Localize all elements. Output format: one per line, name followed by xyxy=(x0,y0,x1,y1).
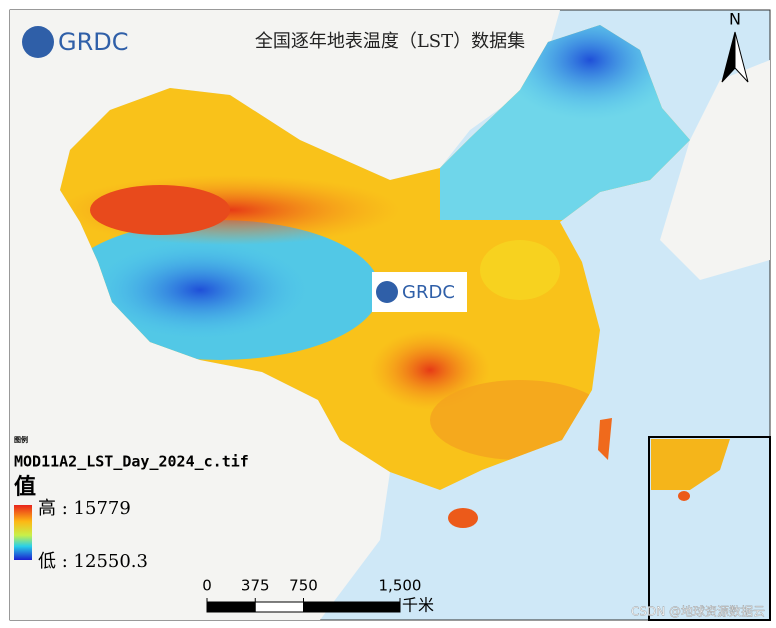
center-logo: GRDC xyxy=(402,282,455,303)
land-japan xyxy=(660,60,770,280)
map-title: 全国逐年地表温度（LST）数据集 xyxy=(255,31,525,52)
center-logo-icon xyxy=(376,281,398,303)
watermark: CSDN @地球资源数据云 xyxy=(631,604,765,619)
inset-land xyxy=(651,439,730,490)
scale-tick-label: 1,500 xyxy=(379,577,422,595)
taiwan xyxy=(598,418,612,460)
scale-segment xyxy=(206,601,256,613)
logo: GRDC xyxy=(58,28,129,56)
scale-segment xyxy=(254,601,304,613)
legend-ramp xyxy=(14,505,32,560)
scale-tick-label: 0 xyxy=(202,577,212,595)
scale-tick-label: 750 xyxy=(289,577,318,595)
legend-field: 值 xyxy=(14,474,36,500)
land-west xyxy=(10,10,560,620)
scale-segment xyxy=(303,601,401,613)
scale-tick-label: 375 xyxy=(241,577,270,595)
legend-heading: 图例 xyxy=(14,435,28,444)
legend-layer: MOD11A2_LST_Day_2024_c.tif xyxy=(14,453,249,471)
north-arrow xyxy=(734,31,749,83)
hainan xyxy=(448,508,478,528)
scale-unit: 千米 xyxy=(402,596,434,615)
legend-high: 高 : 15779 xyxy=(38,498,131,519)
legend-low: 低 : 12550.3 xyxy=(38,551,148,572)
inset-hainan xyxy=(678,491,690,501)
logo-icon xyxy=(22,26,54,58)
scale-bar: 0 375 750 1,500 xyxy=(202,577,421,613)
north-label: N xyxy=(729,10,741,29)
